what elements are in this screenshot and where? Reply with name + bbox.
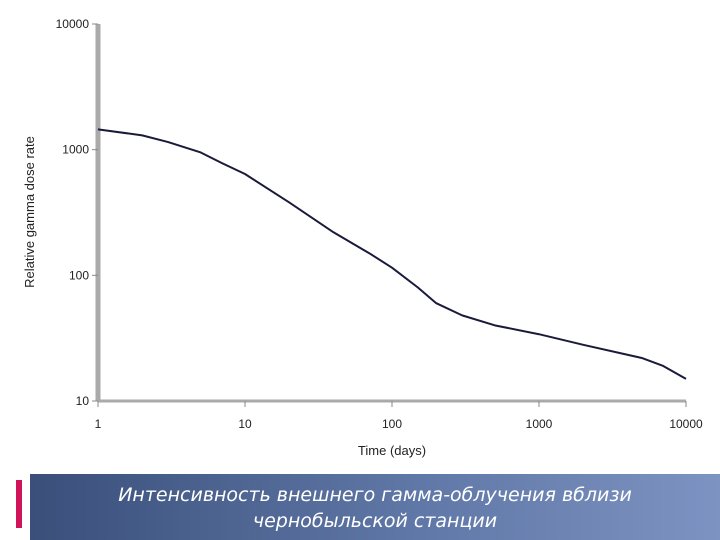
caption-line-1: Интенсивность внешнего гамма-облучения в… [118,484,632,506]
y-axis-ticks: 10 100 1000 10000 [56,17,98,408]
caption-banner: Интенсивность внешнего гамма-облучения в… [30,474,720,540]
x-tick-label: 100 [382,417,402,431]
caption-accent-bar [16,480,22,528]
dose-rate-chart: 10 100 1000 10000 1 10 100 1000 10000 Time (day… [22,17,703,458]
x-tick-label: 10000 [669,417,703,431]
x-axis-ticks: 1 10 100 1000 10000 [95,401,703,431]
y-tick-label: 10 [76,394,90,408]
y-tick-label: 100 [69,268,89,282]
x-tick-label: 1000 [526,417,553,431]
x-tick-label: 10 [238,417,252,431]
x-axis-title: Time (days) [358,443,426,458]
y-tick-label: 1000 [62,143,89,157]
x-tick-label: 1 [95,417,102,431]
caption-line-2: чернобыльской станции [252,510,498,532]
y-axis-title: Relative gamma dose rate [22,136,37,288]
series-line [97,128,687,380]
y-tick-label: 10000 [56,17,90,31]
